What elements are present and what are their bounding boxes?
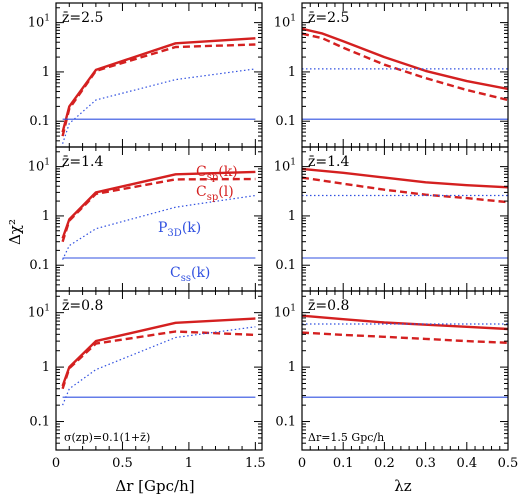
redshift-label: z̄=2.5 bbox=[308, 10, 349, 26]
y-tick-label: 101 bbox=[274, 158, 296, 175]
panel-left-bottom: 0.1 1 101 0 0.5 1 1.5 z̄=0.8 bbox=[28, 290, 266, 471]
series-group bbox=[61, 170, 256, 260]
y-tick-label: 1 bbox=[288, 209, 296, 224]
panel-right-middle: 0.1 1 101 z̄=1.4 bbox=[274, 146, 509, 292]
series-group bbox=[302, 167, 508, 259]
y-tick-label: 101 bbox=[28, 158, 50, 175]
y-tick-label: 1 bbox=[42, 360, 50, 375]
xlabel-left: Δr [Gpc/h] bbox=[115, 477, 194, 495]
y-tick-label: 1 bbox=[42, 65, 50, 80]
series-group bbox=[61, 37, 256, 144]
x-tick-label: 0.5 bbox=[112, 456, 133, 471]
series-line-cspl bbox=[61, 43, 256, 137]
series-line-cspl bbox=[61, 177, 256, 243]
panel-left-middle: 0.1 1 101 z̄=1.4 bbox=[28, 146, 263, 292]
redshift-label: z̄=1.4 bbox=[62, 154, 103, 170]
series-line-cspk bbox=[302, 314, 508, 331]
redshift-label: z̄=0.8 bbox=[62, 298, 103, 314]
y-tick-label: 0.1 bbox=[29, 415, 50, 430]
label-csp-l: Csp(l) bbox=[196, 184, 234, 203]
series-line-p3dk bbox=[62, 194, 256, 260]
y-tick-label: 0.1 bbox=[275, 114, 296, 129]
x-tick-label: 0.1 bbox=[333, 456, 354, 471]
x-tick-label: 0.3 bbox=[415, 456, 436, 471]
redshift-label: z̄=2.5 bbox=[62, 10, 103, 26]
y-tick-label: 0.1 bbox=[275, 258, 296, 273]
note-right: Δr=1.5 Gpc/h bbox=[308, 431, 384, 444]
series-line-cspk bbox=[61, 317, 256, 387]
x-tick-label: 1.5 bbox=[245, 456, 266, 471]
series-group bbox=[302, 314, 508, 398]
series-group bbox=[61, 317, 256, 406]
panel-frame bbox=[301, 290, 509, 451]
panel-right-top: 0.1 1 101 z̄=2.5 bbox=[274, 2, 509, 148]
panel-right-bottom: 0.1 1 101 0 0.1 0.2 0.3 0.4 0.5 z̄=0.8 bbox=[274, 290, 519, 471]
y-tick-label: 101 bbox=[274, 304, 296, 321]
ylabel: Δχ² bbox=[6, 219, 24, 245]
label-csp-k: Csp(k) bbox=[196, 164, 238, 183]
series-line-cspk bbox=[61, 37, 256, 133]
redshift-label: z̄=0.8 bbox=[308, 298, 349, 314]
y-tick-label: 1 bbox=[42, 209, 50, 224]
x-tick-label: 0.2 bbox=[374, 456, 395, 471]
label-css-k: Css(k) bbox=[170, 265, 210, 284]
x-tick-label: 0.4 bbox=[456, 456, 477, 471]
panel-frame bbox=[55, 290, 263, 451]
y-tick-label: 101 bbox=[28, 14, 50, 31]
y-tick-label: 1 bbox=[288, 65, 296, 80]
xlabel-right: λz bbox=[394, 477, 412, 495]
label-p3d-k: P3D(k) bbox=[158, 220, 201, 239]
panel-left-top: 0.1 1 101 z̄=2.5 bbox=[28, 2, 263, 148]
redshift-label: z̄=1.4 bbox=[308, 154, 349, 170]
y-tick-label: 101 bbox=[28, 304, 50, 321]
series-line-p3dk bbox=[62, 326, 256, 406]
y-tick-label: 101 bbox=[274, 14, 296, 31]
series-line-cspl bbox=[302, 32, 508, 102]
series-line-cspl bbox=[302, 331, 508, 344]
series-line-cspl bbox=[302, 176, 508, 204]
note-left: σ(zp)=0.1(1+z̄) bbox=[64, 431, 150, 444]
x-tick-label: 1 bbox=[185, 456, 193, 471]
y-tick-label: 0.1 bbox=[29, 114, 50, 129]
series-line-cspk bbox=[302, 167, 508, 189]
x-tick-label: 0 bbox=[52, 456, 60, 471]
y-tick-label: 0.1 bbox=[275, 415, 296, 430]
series-line-cspk bbox=[302, 27, 508, 91]
x-tick-label: 0 bbox=[298, 456, 306, 471]
series-group bbox=[302, 27, 508, 120]
series-line-cspl bbox=[61, 330, 256, 390]
y-tick-label: 0.1 bbox=[29, 258, 50, 273]
x-tick-label: 0.5 bbox=[498, 456, 519, 471]
series-line-p3dk bbox=[62, 68, 256, 144]
y-tick-label: 1 bbox=[288, 360, 296, 375]
